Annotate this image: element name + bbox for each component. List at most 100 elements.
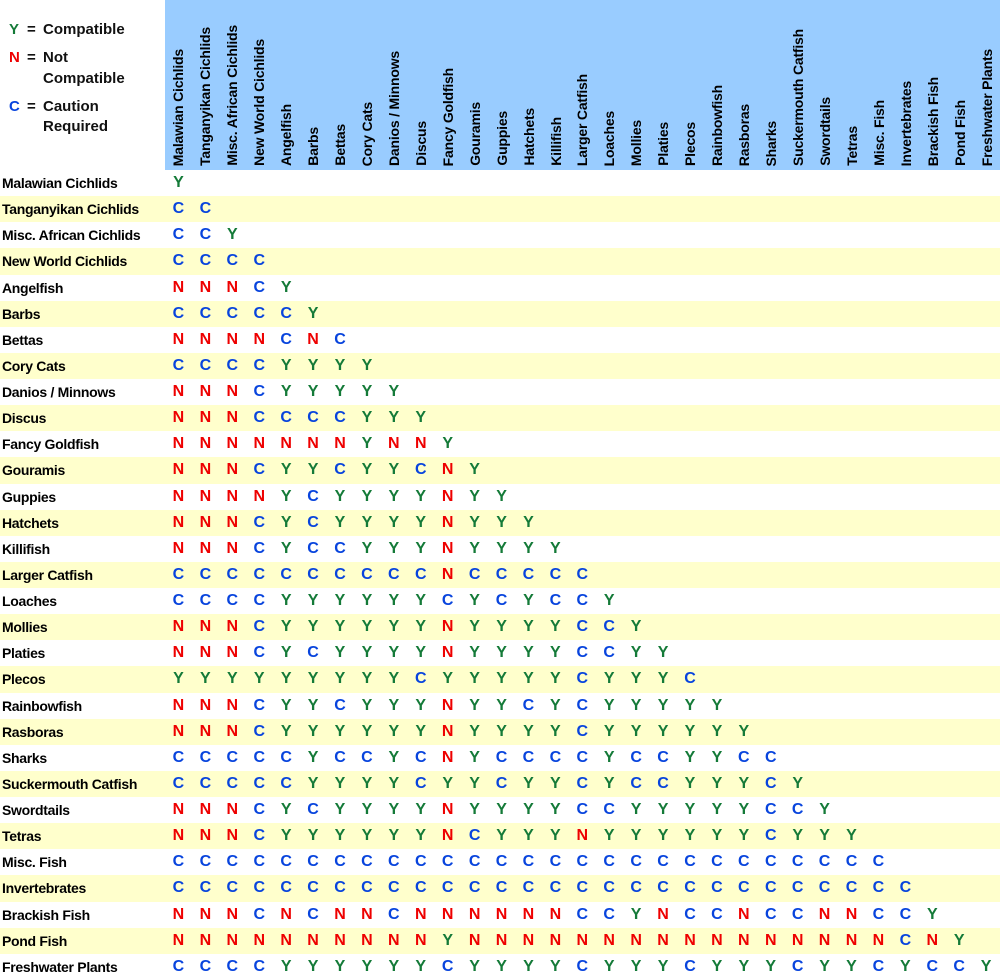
table-row: Bettas N N N N C N C <box>0 326 1000 353</box>
column-header-label: New World Cichlids <box>251 39 268 166</box>
compatibility-cell: C <box>441 957 454 975</box>
compatibility-cell: N <box>711 931 723 949</box>
compatibility-cell: C <box>172 252 185 270</box>
row-label: Invertebrates <box>2 880 87 897</box>
row-label: Platies <box>2 645 46 662</box>
compatibility-cell: C <box>253 905 265 923</box>
compatibility-cell: N <box>172 644 185 662</box>
compatibility-cell: C <box>603 618 615 636</box>
compatibility-cell: N <box>226 435 239 453</box>
compatibility-cell: C <box>495 853 508 871</box>
compatibility-cell: C <box>226 592 239 610</box>
compatibility-cell: N <box>441 461 454 479</box>
column-header-label: Discus <box>412 121 429 166</box>
compatibility-cell: C <box>738 853 750 871</box>
compatibility-cell: N <box>172 513 185 531</box>
compatibility-cell: Y <box>200 670 211 688</box>
compatibility-cell: N <box>441 827 454 845</box>
compatibility-cell: Y <box>280 801 292 819</box>
compatibility-cell: N <box>199 931 212 949</box>
compatibility-cell: Y <box>738 957 750 975</box>
row-label: Freshwater Plants <box>2 958 118 975</box>
compatibility-cell: C <box>307 905 319 923</box>
compatibility-cell: Y <box>280 670 292 688</box>
row-label: Misc. Fish <box>2 854 67 871</box>
column-header-label: Rainbowfish <box>709 84 726 166</box>
compatibility-cell: C <box>253 853 265 871</box>
compatibility-cell: Y <box>630 801 642 819</box>
row-label: Hatchets <box>2 514 59 531</box>
column-header-label: Sharks <box>763 120 780 167</box>
compatibility-cell: Y <box>657 801 669 819</box>
compatibility-cell: N <box>226 618 239 636</box>
compatibility-cell: C <box>576 801 589 819</box>
compatibility-cell: C <box>468 853 481 871</box>
compatibility-cell: Y <box>307 592 319 610</box>
compatibility-cell: Y <box>361 409 373 427</box>
compatibility-cell: Y <box>469 670 480 688</box>
compatibility-cell: N <box>172 330 185 348</box>
compatibility-cell: C <box>199 592 212 610</box>
compatibility-cell: Y <box>361 722 373 740</box>
compatibility-cell: Y <box>280 696 292 714</box>
compatibility-cell: N <box>441 487 454 505</box>
compatibility-cell: N <box>441 748 454 766</box>
compatibility-cell: Y <box>630 618 642 636</box>
compatibility-cell: C <box>738 879 750 897</box>
compatibility-cell: Y <box>630 827 642 845</box>
compatibility-cell: Y <box>307 774 319 792</box>
row-label: Suckermouth Catfish <box>2 775 138 792</box>
compatibility-cell: N <box>199 487 212 505</box>
compatibility-cell: N <box>226 539 239 557</box>
compatibility-cell: Y <box>388 383 400 401</box>
compatibility-cell: C <box>253 565 265 583</box>
row-label: Tetras <box>2 828 42 845</box>
column-header-label: Suckermouth Catfish <box>789 29 806 166</box>
column-header-label: Tetras <box>843 126 860 166</box>
compatibility-cell: Y <box>738 722 750 740</box>
compatibility-cell: C <box>253 304 265 322</box>
compatibility-cell: C <box>441 592 454 610</box>
column-header-label: Tanganyikan Cichlids <box>197 27 214 166</box>
compatibility-cell: Y <box>792 827 803 845</box>
row-label: Larger Catfish <box>2 566 93 583</box>
compatibility-cell: Y <box>415 722 427 740</box>
compatibility-cell: N <box>226 409 239 427</box>
compatibility-cell: N <box>441 696 454 714</box>
compatibility-cell: Y <box>173 670 184 688</box>
column-header: Killifish <box>542 0 569 170</box>
compatibility-cell: C <box>172 200 185 218</box>
compatibility-cell: Y <box>361 435 373 453</box>
compatibility-cell: N <box>603 931 615 949</box>
column-header-label: Larger Catfish <box>574 73 591 166</box>
compatibility-cell: N <box>172 539 185 557</box>
column-header-label: Malawian Cichlids <box>170 48 187 166</box>
compatibility-cell: C <box>845 879 858 897</box>
compatibility-cell: N <box>495 931 508 949</box>
compatibility-cell: Y <box>334 827 346 845</box>
compatibility-cell: C <box>468 827 481 845</box>
compatibility-cell: Y <box>280 957 292 975</box>
column-header-label: Angelfish <box>278 104 295 166</box>
compatibility-cell: N <box>199 461 212 479</box>
compatibility-cell: Y <box>603 722 615 740</box>
compatibility-cell: Y <box>388 513 400 531</box>
compatibility-cell: Y <box>550 618 561 636</box>
compatibility-cell: Y <box>307 304 319 322</box>
compatibility-cell: N <box>253 487 265 505</box>
compatibility-cell: Y <box>361 957 373 975</box>
compatibility-cell: C <box>307 409 319 427</box>
compatibility-cell: C <box>172 853 185 871</box>
compatibility-cell: N <box>226 513 239 531</box>
compatibility-cell: Y <box>550 644 561 662</box>
compatibility-cell: N <box>307 435 319 453</box>
compatibility-cell: C <box>711 879 723 897</box>
compatibility-cell: Y <box>953 931 965 949</box>
compatibility-cell: C <box>414 853 427 871</box>
compatibility-cell: C <box>630 748 642 766</box>
compatibility-cell: C <box>818 879 831 897</box>
column-header: Fancy Goldfish <box>434 0 461 170</box>
compatibility-cell: Y <box>550 827 561 845</box>
row-label: Misc. African Cichlids <box>2 227 141 244</box>
compatibility-cell: N <box>441 905 454 923</box>
